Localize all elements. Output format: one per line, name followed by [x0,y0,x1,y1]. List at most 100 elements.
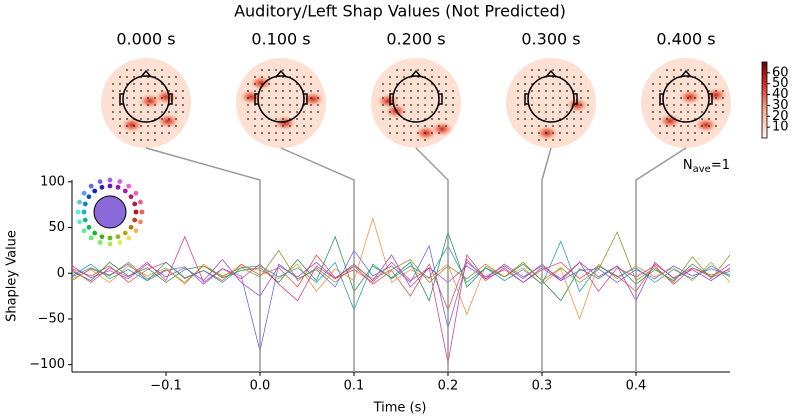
sensor-dot [147,111,149,113]
sensor-dot [417,104,419,106]
sensor-dot [659,132,661,134]
y-tick-label: 50 [48,220,65,235]
sensor-dot [559,104,561,106]
sensor-dot [147,132,149,134]
sensor-dot [382,111,384,113]
sensor-dot [403,83,405,85]
sensor-legend-dot [115,184,121,190]
topomap-blob [694,117,718,133]
sensor-dot [182,97,184,99]
sensor-dot [666,69,668,71]
topomap-blob [156,113,180,129]
head-outline [122,75,170,123]
sensor-dot [140,125,142,127]
colorbar-tick-label: 10 [772,120,789,135]
sensor-dot [680,69,682,71]
sensor-dot [531,97,533,99]
sensor-dot [254,125,256,127]
nave-symbol: N [683,158,693,173]
sensor-dot [147,118,149,120]
sensor-legend-dot [77,199,82,205]
head-nose [275,69,287,78]
sensor-dot [268,104,270,106]
sensor-dot [268,90,270,92]
sensor-dot [140,118,142,120]
sensor-dot [247,83,249,85]
sensor-dot [431,97,433,99]
sensor-dot [275,118,277,120]
sensor-dot [154,104,156,106]
sensor-dot [403,97,405,99]
sensor-dot [545,97,547,99]
sensor-dot [708,118,710,120]
sensor-dot [403,69,405,71]
y-tick-label: 100 [40,174,65,189]
sensor-dot [722,111,724,113]
sensor-legend-dot [86,194,92,200]
sensor-dot [175,104,177,106]
sensor-dot [296,90,298,92]
sensor-dot [680,90,682,92]
sensor-dot [147,83,149,85]
sensor-dot [722,97,724,99]
sensor-dot [545,90,547,92]
sensor-dot [687,118,689,120]
topomap-blob [430,121,454,137]
sensor-dot [666,97,668,99]
sensor-dot [424,97,426,99]
sensor-dot [140,132,142,134]
sensor-dot [424,69,426,71]
sensor-dot [673,76,675,78]
sensor-dot [410,118,412,120]
topomap-blob [704,87,728,103]
sensor-dot [445,76,447,78]
sensor-legend-dot [139,209,145,215]
sensor-dot [531,90,533,92]
sensor-dot [154,83,156,85]
sensor-dot [722,90,724,92]
sensor-dot [410,132,412,134]
sensor-dot [438,125,440,127]
sensor-dot [431,132,433,134]
sensor-dot [254,76,256,78]
sensor-dot [275,97,277,99]
sensor-dot [126,132,128,134]
sensor-dot [452,97,454,99]
series-line [71,231,731,283]
sensor-dot [559,90,561,92]
sensor-dot [538,69,540,71]
sensor-dot [168,111,170,113]
sensor-dot [587,90,589,92]
sensor-dot [410,69,412,71]
sensor-dot [275,139,277,141]
sensor-dot [573,111,575,113]
sensor-dot [133,83,135,85]
topomap-title: 0.000 s [116,30,175,49]
sensor-dot [524,111,526,113]
sensor-dot [531,69,533,71]
sensor-dot [147,69,149,71]
x-tick-label: 0.2 [438,379,459,394]
sensor-dot [552,104,554,106]
sensor-legend-dot [132,217,138,223]
sensor-dot [680,111,682,113]
sensor-dot [147,104,149,106]
sensor-dot [438,132,440,134]
sensor-dot [175,90,177,92]
sensor-dot [715,111,717,113]
colorbar-tick-label: 50 [772,76,789,91]
sensor-dot [133,104,135,106]
sensor-dot [580,90,582,92]
series-line [71,240,731,311]
sensor-dot [282,118,284,120]
sensor-dot [587,97,589,99]
sensor-legend-dot [115,234,121,240]
sensor-dot [652,118,654,120]
sensor-dot [552,139,554,141]
sensor-dot [154,125,156,127]
sensor-dot [261,118,263,120]
sensor-dot [538,97,540,99]
sensor-dot [133,125,135,127]
topomap-blob [678,89,702,105]
sensor-dot [161,97,163,99]
